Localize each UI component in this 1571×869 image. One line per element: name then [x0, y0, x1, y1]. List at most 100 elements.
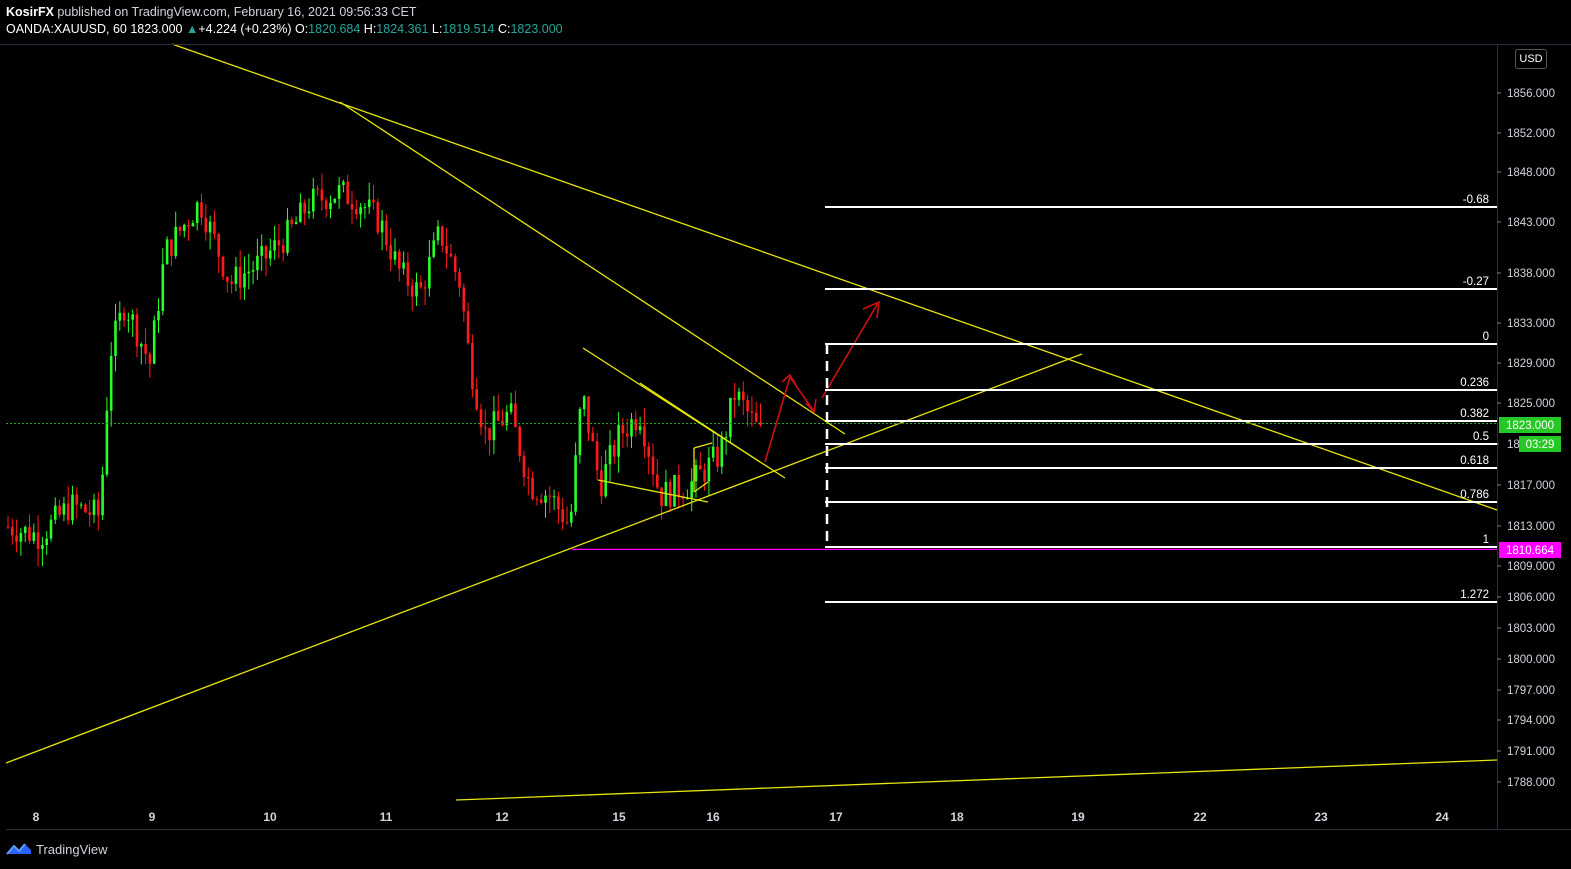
- countdown-bg: [1519, 436, 1561, 452]
- candle-body: [643, 426, 646, 447]
- y-tick-label: 1797.000: [1507, 685, 1555, 697]
- candle-body: [372, 199, 375, 203]
- candle-body: [234, 266, 238, 284]
- candle-body: [152, 320, 156, 364]
- candle-body: [324, 200, 328, 210]
- candle-body: [127, 319, 130, 321]
- candle-body: [312, 188, 315, 212]
- candle-body: [350, 204, 354, 210]
- candle-body: [703, 469, 706, 482]
- candle-body: [32, 532, 36, 541]
- candle-body: [71, 494, 74, 521]
- candle-body: [651, 456, 655, 475]
- candle-body: [677, 474, 681, 498]
- y-tick-label: 1806.000: [1507, 592, 1555, 604]
- y-tick-label: 1838.000: [1507, 268, 1555, 280]
- candle-body: [118, 312, 122, 321]
- publish-info: published on TradingView.com, February 1…: [57, 5, 417, 19]
- candle-body: [608, 445, 612, 465]
- candle-body: [716, 446, 719, 467]
- candle-body: [28, 526, 31, 541]
- x-tick-label: 15: [612, 810, 626, 824]
- candle-body: [380, 220, 384, 233]
- candle-body: [724, 436, 728, 438]
- candle-body: [97, 499, 100, 516]
- candle-body: [436, 226, 440, 241]
- x-tick-label: 10: [263, 810, 277, 824]
- candle-body: [208, 221, 212, 233]
- candle-body: [204, 217, 208, 233]
- candle-body: [488, 428, 491, 441]
- candle-body: [157, 311, 160, 321]
- candle-body: [109, 355, 113, 411]
- candle-body: [681, 497, 685, 500]
- candle-body: [402, 262, 405, 269]
- candle-body: [54, 505, 57, 520]
- candle-body: [299, 202, 302, 223]
- candle-body: [135, 314, 139, 347]
- footer-brand: TradingView: [36, 841, 108, 857]
- candle-body: [320, 189, 324, 201]
- candle-body: [49, 519, 53, 539]
- candle-body: [376, 202, 380, 233]
- fib-level-label: 1: [1483, 534, 1489, 546]
- author-name[interactable]: KosirFX: [6, 5, 54, 19]
- fib-level-label: 0.786: [1460, 489, 1489, 501]
- tradingview-footer[interactable]: TradingView: [6, 838, 108, 860]
- candle-body: [406, 262, 410, 286]
- candle-body: [690, 481, 693, 499]
- candle-body: [243, 273, 246, 288]
- symbol-label[interactable]: OANDA:XAUUSD, 60: [6, 22, 127, 36]
- candle-body: [359, 207, 362, 215]
- candle-body: [479, 409, 483, 428]
- candle-body: [286, 219, 289, 253]
- candle-body: [604, 464, 607, 497]
- x-tick-label: 22: [1193, 810, 1207, 824]
- high-label: H:: [363, 22, 377, 36]
- y-tick-label: 1803.000: [1507, 623, 1555, 635]
- candle-body: [45, 538, 48, 545]
- up-triangle-icon: ▲: [185, 22, 199, 36]
- x-tick-label: 17: [829, 810, 843, 824]
- candle-body: [539, 499, 543, 503]
- candle-body: [213, 221, 216, 235]
- candle-body: [445, 245, 448, 254]
- candle-body: [238, 266, 242, 288]
- candle-body: [410, 285, 414, 297]
- candle-body: [337, 185, 341, 199]
- low-label: L:: [431, 22, 443, 36]
- trendline: [455, 759, 1498, 801]
- candle-body: [105, 410, 109, 475]
- trendline: [5, 353, 1083, 764]
- x-tick-label: 12: [495, 810, 509, 824]
- candle-body: [23, 526, 27, 534]
- trendline: [339, 101, 846, 435]
- candle-body: [247, 271, 251, 274]
- candle-body: [251, 270, 255, 272]
- candle-body: [367, 199, 371, 208]
- candle-body: [101, 474, 104, 516]
- candle-body: [131, 314, 134, 320]
- x-tick-label: 16: [706, 810, 720, 824]
- candle-body: [226, 276, 229, 282]
- candle-body: [200, 202, 203, 218]
- candle-body: [62, 503, 66, 515]
- candle-body: [66, 503, 70, 521]
- x-tick-label: 9: [149, 810, 156, 824]
- x-tick-label: 23: [1314, 810, 1328, 824]
- candle-body: [458, 272, 461, 288]
- y-tick-label: 1833.000: [1507, 318, 1555, 330]
- candle-body: [419, 282, 423, 288]
- currency-button[interactable]: USD: [1515, 49, 1547, 69]
- tradingview-logo-icon: [6, 843, 31, 855]
- candle-body: [544, 495, 547, 503]
- candle-body: [574, 455, 577, 512]
- candle-body: [114, 320, 117, 356]
- candle-body: [729, 397, 732, 437]
- candle-body: [557, 496, 560, 510]
- candle-body: [281, 245, 285, 253]
- candle-body: [565, 522, 569, 524]
- candle-body: [88, 512, 91, 515]
- candle-body: [527, 477, 530, 479]
